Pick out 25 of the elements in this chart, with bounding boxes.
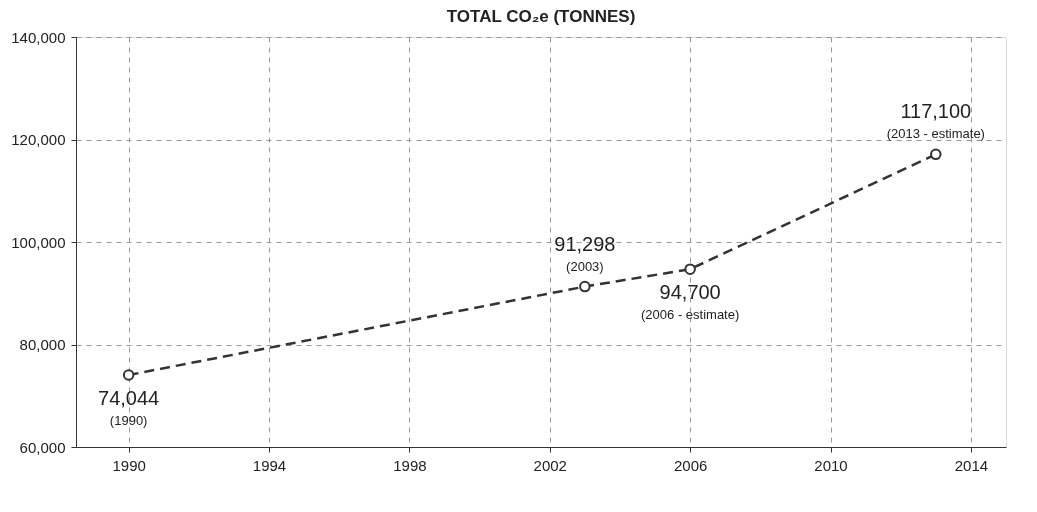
data-label: 94,700 — [659, 281, 721, 304]
x-tick-label: 2010 — [814, 456, 848, 474]
annotation: (2013 - estimate) — [886, 126, 985, 142]
data-label: 91,298 — [554, 232, 616, 255]
x-tick-label: 2006 — [673, 456, 708, 474]
point — [579, 280, 591, 293]
data-label: 117,100 — [900, 100, 972, 123]
annotation: (1990) — [109, 413, 148, 429]
point — [930, 148, 942, 161]
annotation: (2003) — [566, 258, 604, 274]
y-tick-label: 120,000 — [11, 131, 66, 148]
y-tick-label: 60,000 — [19, 438, 66, 456]
x-tick-label: 2002 — [533, 456, 567, 474]
data-label: 74,044 — [98, 387, 160, 410]
chart-title: TOTAL CO₂e (TONNES) — [446, 7, 636, 26]
y-tick-label: 80,000 — [19, 336, 66, 353]
x-tick-label: 1998 — [393, 456, 427, 474]
annotation: (2006 - estimate) — [641, 307, 740, 323]
y-tick-label: 140,000 — [11, 28, 66, 46]
x-tick-label: 2014 — [954, 456, 989, 474]
point — [684, 263, 696, 275]
x-tick-label: 1994 — [252, 456, 287, 474]
y-tick-label: 100,000 — [11, 233, 66, 251]
point — [122, 369, 135, 381]
x-tick-label: 1990 — [112, 456, 146, 474]
